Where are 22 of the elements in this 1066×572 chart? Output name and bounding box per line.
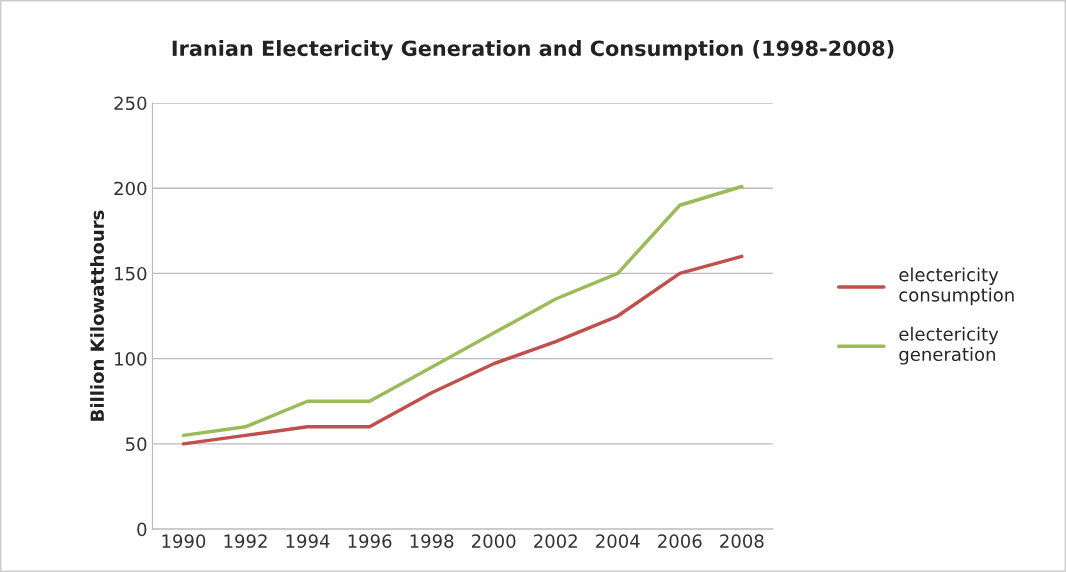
x-tick-label: 1996 — [348, 534, 392, 548]
y-axis-title: Billion Kilowatthours — [90, 210, 105, 421]
x-tick-label: 2006 — [658, 534, 702, 548]
x-tick-label: 2002 — [534, 534, 577, 548]
chart-title: Iranian Electericity Generation and Consumption (1998-2008) — [172, 40, 894, 61]
y-tick-label: 50 — [125, 437, 147, 451]
x-tick-label: 1998 — [410, 534, 454, 548]
x-tick-label: 2000 — [472, 534, 516, 548]
legend-label: electericity generation — [899, 326, 999, 365]
line-series — [181, 184, 744, 438]
x-tick-label: 2008 — [720, 534, 764, 548]
x-tick-label: 1992 — [224, 534, 267, 548]
x-tick-label: 1994 — [286, 534, 330, 548]
x-tick-label: 2004 — [596, 534, 640, 548]
y-tick-label: 150 — [115, 266, 147, 281]
y-tick-label: 0 — [137, 522, 147, 537]
y-tick-label: 100 — [115, 352, 147, 366]
line-series — [181, 254, 744, 446]
legend-label: electericity consumption — [899, 267, 1014, 306]
y-tick-label: 250 — [114, 96, 147, 111]
x-tick-label: 1990 — [162, 534, 206, 548]
y-tick-label: 200 — [114, 181, 147, 196]
